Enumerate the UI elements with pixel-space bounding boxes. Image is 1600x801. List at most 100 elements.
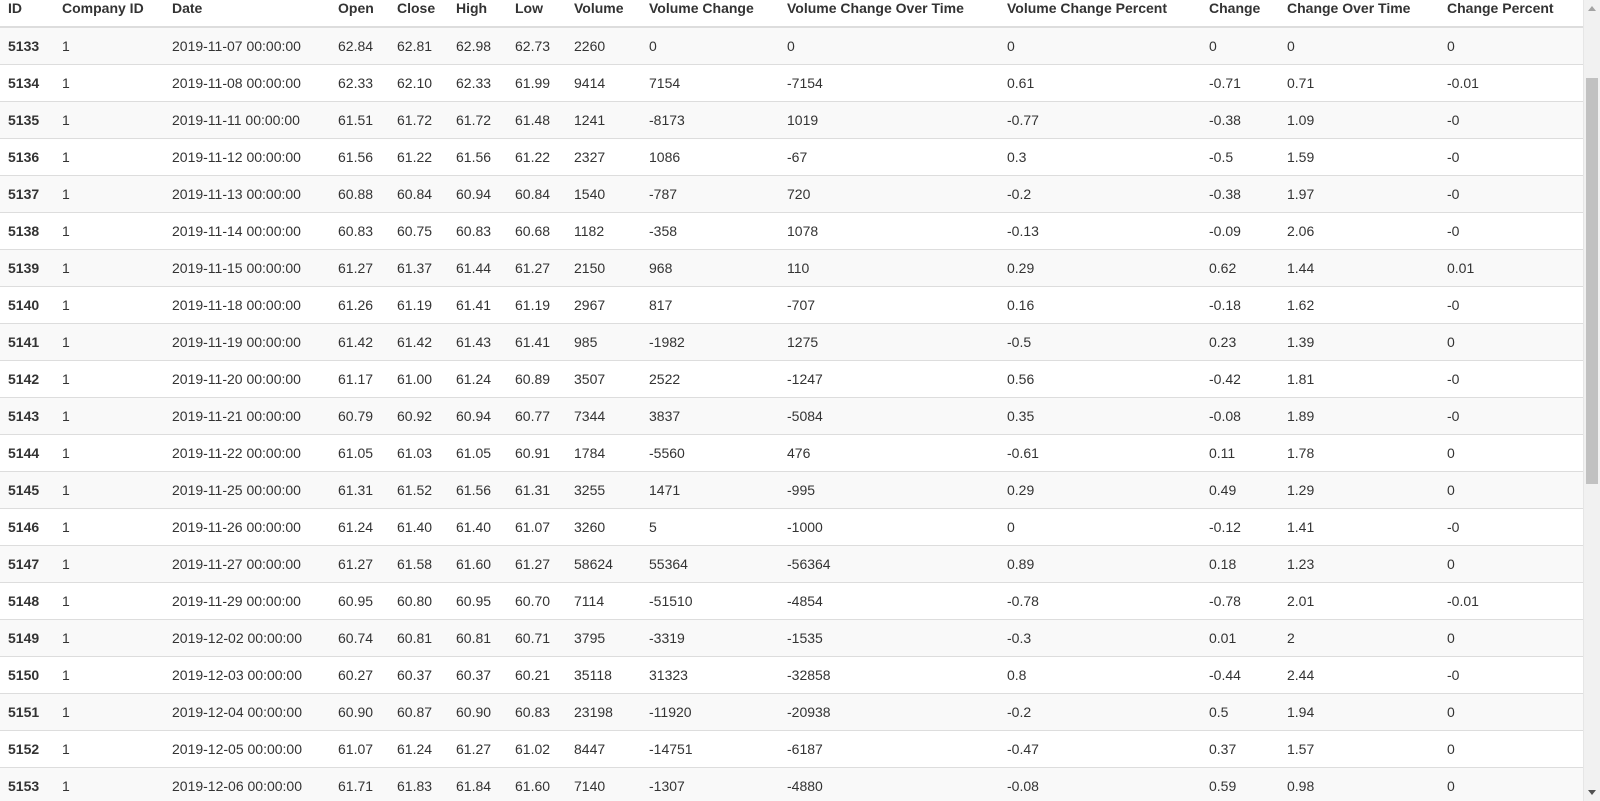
cell-low: 60.83: [507, 692, 566, 730]
column-header-change-percent: Change Percent: [1439, 0, 1583, 28]
cell-open: 61.71: [330, 766, 389, 801]
cell-change-over-time: 2.06: [1279, 211, 1439, 249]
column-header-volume-change-over-time: Volume Change Over Time: [779, 0, 999, 28]
scroll-up-button[interactable]: [1584, 0, 1600, 17]
cell-volume: 3507: [566, 359, 641, 397]
cell-open: 60.88: [330, 174, 389, 212]
cell-close: 61.19: [389, 285, 448, 323]
cell-high: 61.24: [448, 359, 507, 397]
cell-close: 61.22: [389, 137, 448, 175]
cell-change: 0.18: [1201, 544, 1279, 582]
cell-low: 60.89: [507, 359, 566, 397]
cell-change-over-time: 1.41: [1279, 507, 1439, 545]
vertical-scrollbar[interactable]: [1583, 0, 1600, 801]
scroll-thumb[interactable]: [1586, 78, 1598, 484]
cell-id: 5146: [0, 507, 54, 545]
cell-company-id: 1: [54, 544, 164, 582]
cell-change-percent: 0: [1439, 692, 1583, 730]
cell-change: 0.23: [1201, 322, 1279, 360]
cell-id: 5133: [0, 26, 54, 64]
cell-volume-change: 3837: [641, 396, 779, 434]
cell-high: 61.40: [448, 507, 507, 545]
cell-volume-change-over-time: -707: [779, 285, 999, 323]
cell-volume-change-percent: -0.2: [999, 692, 1201, 730]
cell-id: 5141: [0, 322, 54, 360]
cell-low: 61.27: [507, 544, 566, 582]
cell-open: 60.83: [330, 211, 389, 249]
cell-company-id: 1: [54, 766, 164, 801]
table-row: 5150 1 2019-12-03 00:00:00 60.27 60.37 60.37 6…: [0, 655, 1583, 693]
cell-date: 2019-12-03 00:00:00: [164, 655, 330, 693]
cell-company-id: 1: [54, 63, 164, 101]
cell-change-percent: 0.01: [1439, 248, 1583, 286]
arrow-down-icon: [1588, 790, 1596, 795]
cell-change: 0.5: [1201, 692, 1279, 730]
table-row: 5148 1 2019-11-29 00:00:00 60.95 60.80 60.95 6…: [0, 581, 1583, 619]
table-row: 5145 1 2019-11-25 00:00:00 61.31 61.52 61.56 6…: [0, 470, 1583, 508]
cell-company-id: 1: [54, 729, 164, 767]
cell-change: -0.44: [1201, 655, 1279, 693]
cell-date: 2019-11-15 00:00:00: [164, 248, 330, 286]
cell-change-percent: 0: [1439, 618, 1583, 656]
cell-low: 61.22: [507, 137, 566, 175]
cell-low: 60.84: [507, 174, 566, 212]
cell-id: 5143: [0, 396, 54, 434]
cell-date: 2019-11-26 00:00:00: [164, 507, 330, 545]
cell-company-id: 1: [54, 285, 164, 323]
cell-company-id: 1: [54, 655, 164, 693]
cell-volume: 1241: [566, 100, 641, 138]
cell-low: 60.71: [507, 618, 566, 656]
cell-close: 60.92: [389, 396, 448, 434]
cell-low: 61.60: [507, 766, 566, 801]
cell-close: 62.10: [389, 63, 448, 101]
cell-close: 60.75: [389, 211, 448, 249]
cell-volume-change-over-time: -7154: [779, 63, 999, 101]
cell-open: 62.33: [330, 63, 389, 101]
cell-change: 0.59: [1201, 766, 1279, 801]
cell-date: 2019-11-20 00:00:00: [164, 359, 330, 397]
cell-date: 2019-11-13 00:00:00: [164, 174, 330, 212]
column-header-id: ID: [0, 0, 54, 28]
cell-date: 2019-11-21 00:00:00: [164, 396, 330, 434]
cell-open: 61.26: [330, 285, 389, 323]
cell-company-id: 1: [54, 507, 164, 545]
cell-close: 60.87: [389, 692, 448, 730]
cell-company-id: 1: [54, 359, 164, 397]
cell-volume-change-percent: -0.78: [999, 581, 1201, 619]
cell-change-percent: -0: [1439, 507, 1583, 545]
table-row: 5137 1 2019-11-13 00:00:00 60.88 60.84 60.94 6…: [0, 174, 1583, 212]
cell-volume-change-over-time: -1000: [779, 507, 999, 545]
cell-volume-change: -787: [641, 174, 779, 212]
cell-change-over-time: 2: [1279, 618, 1439, 656]
cell-change-over-time: 1.94: [1279, 692, 1439, 730]
cell-id: 5153: [0, 766, 54, 801]
cell-volume-change: -358: [641, 211, 779, 249]
cell-open: 62.84: [330, 26, 389, 64]
cell-change: -0.5: [1201, 137, 1279, 175]
cell-date: 2019-11-27 00:00:00: [164, 544, 330, 582]
cell-date: 2019-11-07 00:00:00: [164, 26, 330, 64]
cell-volume: 2150: [566, 248, 641, 286]
cell-open: 61.27: [330, 248, 389, 286]
cell-company-id: 1: [54, 211, 164, 249]
cell-date: 2019-12-02 00:00:00: [164, 618, 330, 656]
cell-volume: 1784: [566, 433, 641, 471]
cell-change-over-time: 1.09: [1279, 100, 1439, 138]
cell-close: 61.42: [389, 322, 448, 360]
cell-volume-change-over-time: -4880: [779, 766, 999, 801]
cell-change-over-time: 1.29: [1279, 470, 1439, 508]
cell-volume-change-over-time: -20938: [779, 692, 999, 730]
cell-change: -0.42: [1201, 359, 1279, 397]
cell-volume: 58624: [566, 544, 641, 582]
table-row: 5149 1 2019-12-02 00:00:00 60.74 60.81 60.81 6…: [0, 618, 1583, 656]
cell-low: 61.99: [507, 63, 566, 101]
cell-change-percent: 0: [1439, 433, 1583, 471]
scroll-down-button[interactable]: [1584, 784, 1600, 801]
table-row: 5135 1 2019-11-11 00:00:00 61.51 61.72 61.72 6…: [0, 100, 1583, 138]
cell-close: 61.37: [389, 248, 448, 286]
cell-volume-change-over-time: -56364: [779, 544, 999, 582]
column-header-company-id: Company ID: [54, 0, 164, 28]
cell-company-id: 1: [54, 470, 164, 508]
cell-id: 5151: [0, 692, 54, 730]
cell-change-percent: 0: [1439, 322, 1583, 360]
